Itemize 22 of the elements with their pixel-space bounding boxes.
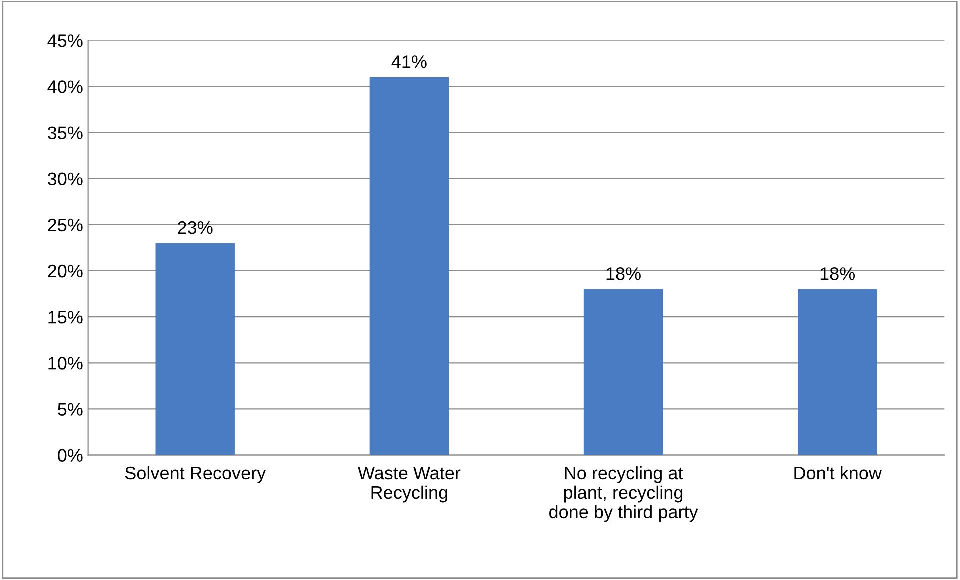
y-tick-label: 25% <box>48 218 83 232</box>
x-tick-label: Solvent Recovery <box>125 466 266 484</box>
x-tick-label: Waste Water Recycling <box>358 467 461 503</box>
bar <box>156 243 235 456</box>
y-tick-label: 5% <box>58 403 83 416</box>
y-tick-label: 40% <box>48 80 83 94</box>
data-label: 18% <box>606 268 641 280</box>
bar <box>370 77 450 456</box>
y-tick-label: 30% <box>48 172 83 186</box>
y-tick-label: 10% <box>48 357 83 370</box>
y-tick-label: 45% <box>48 34 83 48</box>
y-tick-label: 35% <box>48 126 83 140</box>
data-label: 41% <box>392 56 427 68</box>
y-tick-label: 0% <box>58 449 83 462</box>
x-tick-label: No recycling at plant, recycling done by third party <box>550 466 698 522</box>
data-label: 18% <box>820 268 856 280</box>
bar <box>798 289 878 456</box>
x-tick-label: Don't know <box>794 466 882 480</box>
y-tick-label: 20% <box>48 264 83 278</box>
y-tick-label: 15% <box>48 311 83 324</box>
data-label: 23% <box>178 221 213 234</box>
bar <box>584 289 664 456</box>
